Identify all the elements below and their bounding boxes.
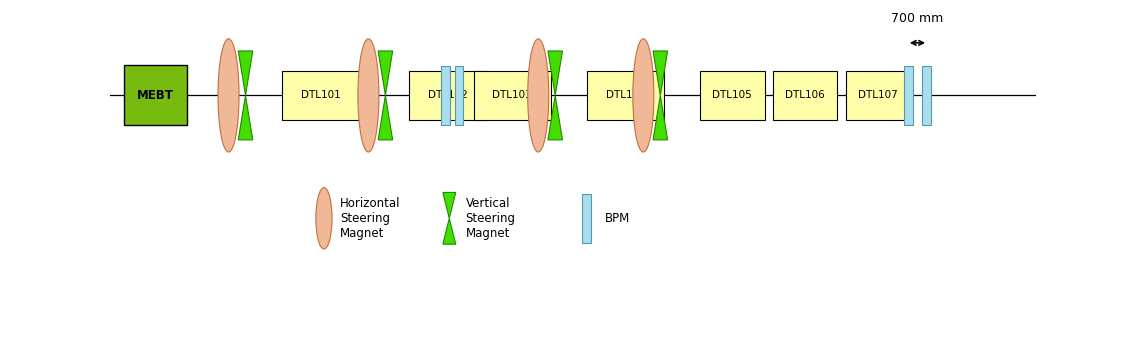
Bar bbox=[409, 71, 487, 120]
Bar bbox=[587, 71, 665, 120]
Polygon shape bbox=[548, 51, 563, 95]
Ellipse shape bbox=[218, 39, 240, 152]
Polygon shape bbox=[653, 51, 668, 95]
Polygon shape bbox=[442, 192, 456, 218]
Ellipse shape bbox=[358, 39, 379, 152]
Text: MEBT: MEBT bbox=[138, 89, 174, 102]
Ellipse shape bbox=[316, 188, 332, 249]
Text: Vertical
Steering
Magnet: Vertical Steering Magnet bbox=[465, 197, 516, 240]
Bar bbox=[700, 71, 764, 120]
Bar bbox=[582, 194, 591, 243]
Bar bbox=[904, 66, 913, 124]
Bar bbox=[124, 66, 187, 125]
Polygon shape bbox=[238, 95, 253, 140]
Polygon shape bbox=[548, 95, 563, 140]
Polygon shape bbox=[378, 51, 393, 95]
Text: DTL106: DTL106 bbox=[785, 91, 825, 100]
Bar bbox=[846, 71, 910, 120]
Text: DTL105: DTL105 bbox=[713, 91, 752, 100]
Bar bbox=[473, 71, 551, 120]
Bar bbox=[921, 66, 931, 124]
Bar bbox=[441, 66, 449, 124]
Text: Horizontal
Steering
Magnet: Horizontal Steering Magnet bbox=[340, 197, 401, 240]
Bar bbox=[282, 71, 360, 120]
Polygon shape bbox=[442, 218, 456, 244]
Polygon shape bbox=[378, 95, 393, 140]
Text: DTL102: DTL102 bbox=[427, 91, 468, 100]
Text: DTL101: DTL101 bbox=[301, 91, 340, 100]
Ellipse shape bbox=[633, 39, 654, 152]
Text: DTL103: DTL103 bbox=[493, 91, 532, 100]
Ellipse shape bbox=[527, 39, 549, 152]
Bar bbox=[455, 66, 463, 124]
Polygon shape bbox=[653, 95, 668, 140]
Text: DTL104: DTL104 bbox=[606, 91, 645, 100]
Text: BPM: BPM bbox=[605, 212, 630, 225]
Polygon shape bbox=[238, 51, 253, 95]
Text: DTL107: DTL107 bbox=[858, 91, 897, 100]
Text: 700 mm: 700 mm bbox=[892, 12, 943, 25]
Bar bbox=[772, 71, 838, 120]
